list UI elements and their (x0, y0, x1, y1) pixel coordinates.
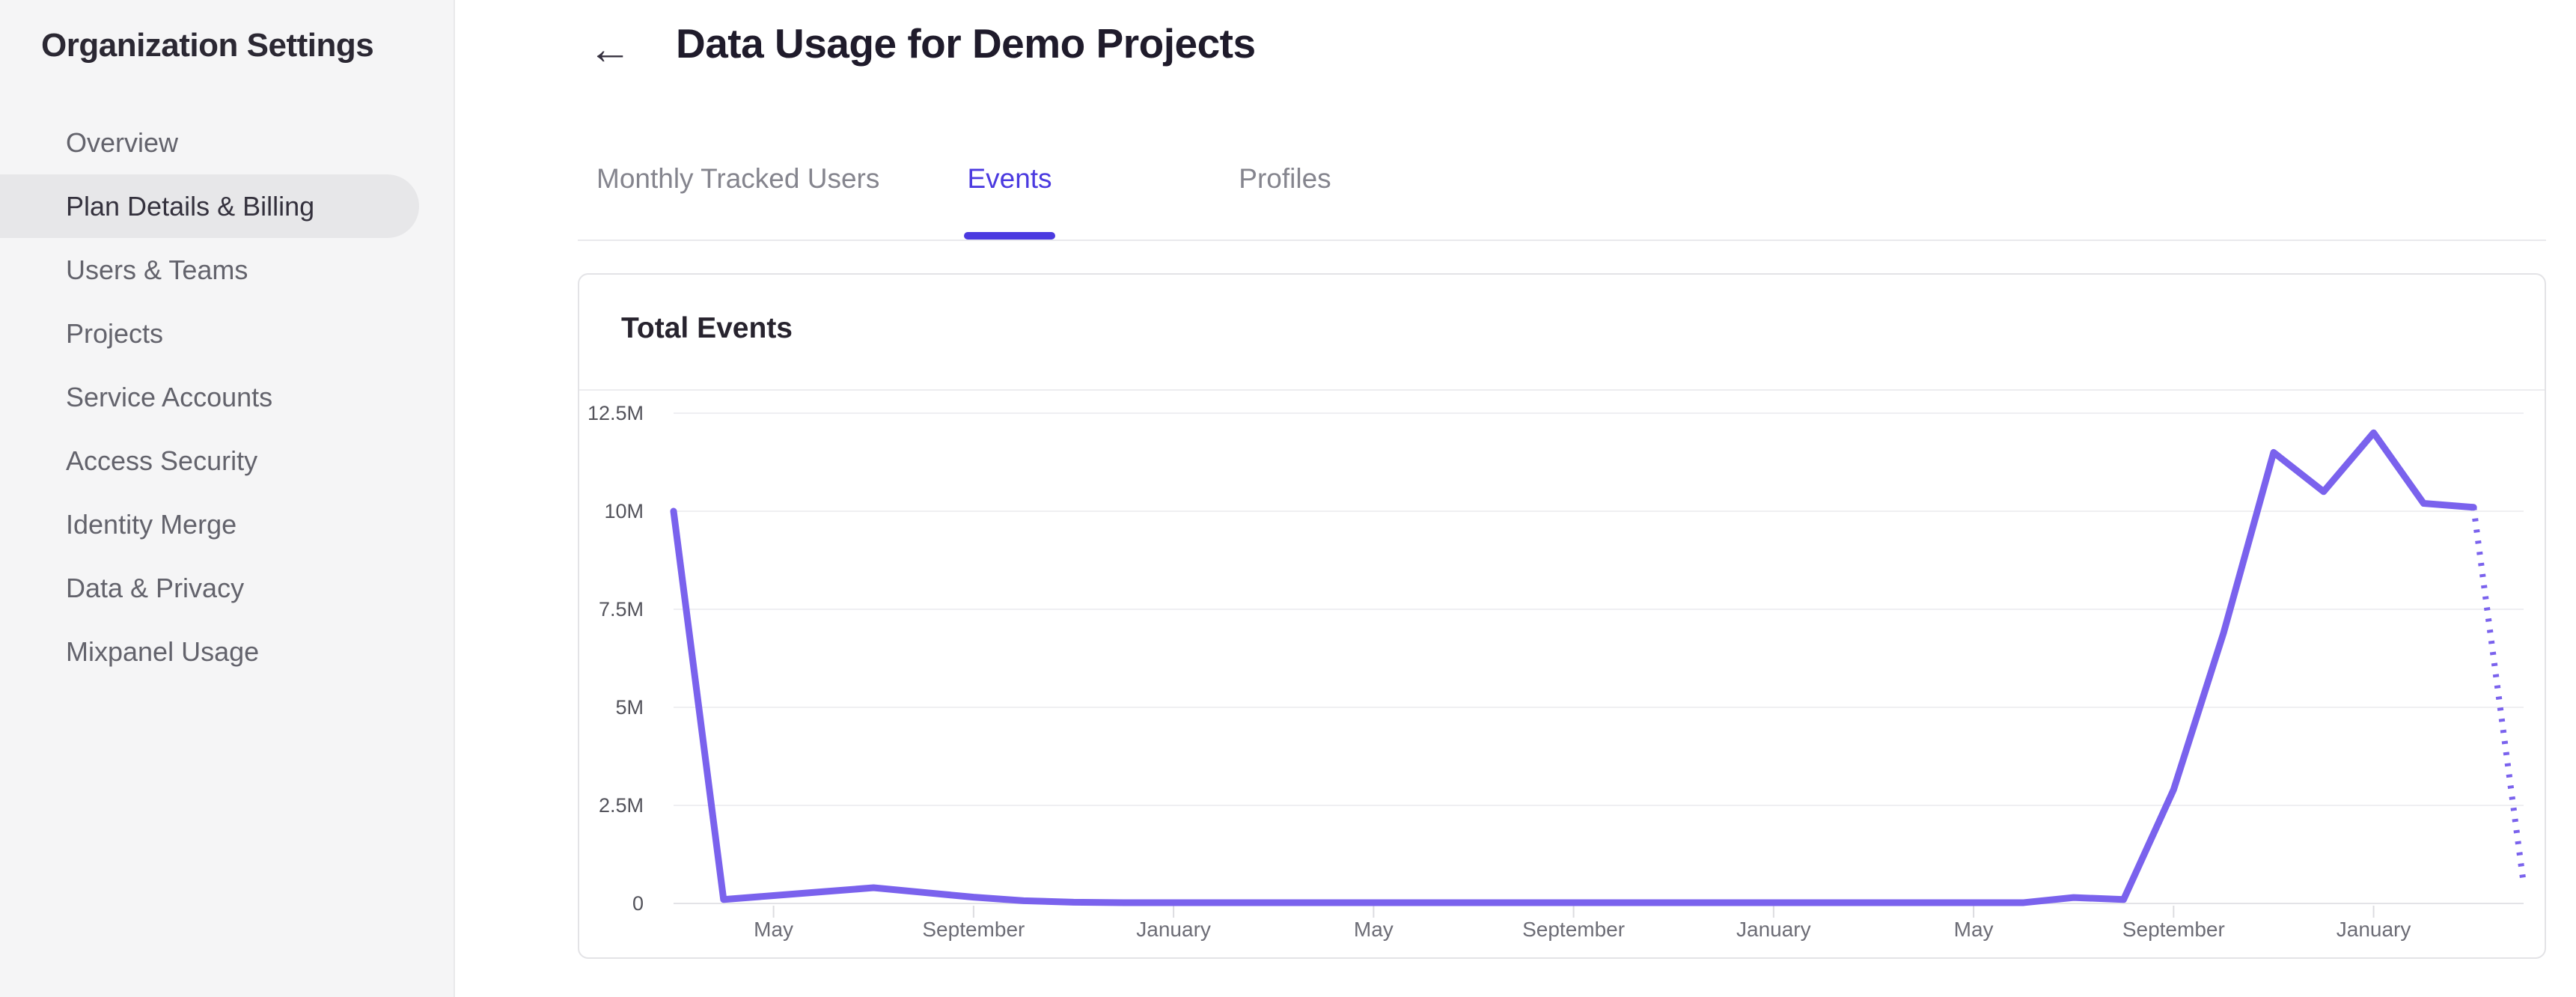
sidebar-nav: Overview Plan Details & Billing Users & … (0, 111, 454, 683)
events-line-projected (2470, 507, 2527, 885)
sidebar-item-data-privacy[interactable]: Data & Privacy (66, 572, 245, 603)
tab-label: Events (964, 163, 1055, 240)
tab-label: Profiles (1239, 163, 1331, 194)
x-axis-label: September (2122, 918, 2225, 941)
y-axis-label: 12.5M (587, 402, 644, 424)
x-axis-label: September (1522, 918, 1626, 941)
sidebar-item-projects[interactable]: Projects (66, 317, 164, 349)
x-axis-label: May (1353, 918, 1394, 941)
back-arrow-icon: ← (588, 25, 632, 73)
total-events-chart: 0 2.5M 5M 7.5M 10M 12.5M May September J… (579, 392, 2543, 957)
x-axis-label: January (2336, 918, 2411, 941)
page-title: Data Usage for Demo Projects (676, 20, 1256, 67)
sidebar-item-users-teams[interactable]: Users & Teams (66, 254, 248, 285)
sidebar-item-identity-merge[interactable]: Identity Merge (66, 508, 237, 540)
tab-profiles[interactable]: Profiles (1147, 163, 1423, 237)
y-axis-label: 2.5M (598, 794, 644, 817)
x-axis-label: January (1136, 918, 1211, 941)
usage-tabs: Monthly Tracked Users Events Profiles (596, 163, 1423, 240)
card-title: Total Events (621, 312, 793, 344)
y-axis-label: 7.5M (598, 598, 644, 621)
sidebar-item-mixpanel-usage[interactable]: Mixpanel Usage (66, 635, 260, 667)
back-button[interactable]: ← (583, 22, 637, 76)
y-axis-label: 0 (632, 892, 644, 915)
events-usage-chart-svg (670, 412, 2527, 918)
tabs-bottom-border (578, 240, 2546, 241)
x-axis-label: September (922, 918, 1025, 941)
x-axis-label: May (1953, 918, 1994, 941)
card-header: Total Events (579, 275, 2545, 391)
x-axis-label: January (1736, 918, 1811, 941)
sidebar-item-plan-details-billing[interactable]: Plan Details & Billing (0, 174, 419, 238)
sidebar-title: Organization Settings (41, 27, 374, 64)
y-axis-label: 5M (615, 696, 644, 719)
y-axis-label: 10M (604, 500, 644, 522)
settings-sidebar: Organization Settings Overview Plan Deta… (0, 0, 455, 997)
x-axis-label: May (754, 918, 794, 941)
sidebar-item-access-security[interactable]: Access Security (66, 445, 258, 476)
tab-events[interactable]: Events (872, 163, 1147, 240)
total-events-card: Total Events 0 2.5M 5M 7.5M 10M 12.5M Ma… (578, 273, 2546, 959)
sidebar-item-overview[interactable]: Overview (66, 126, 179, 158)
events-line (670, 429, 2477, 906)
tab-label: Monthly Tracked Users (596, 163, 880, 194)
tab-monthly-tracked-users[interactable]: Monthly Tracked Users (596, 163, 879, 237)
sidebar-item-service-accounts[interactable]: Service Accounts (66, 381, 273, 412)
